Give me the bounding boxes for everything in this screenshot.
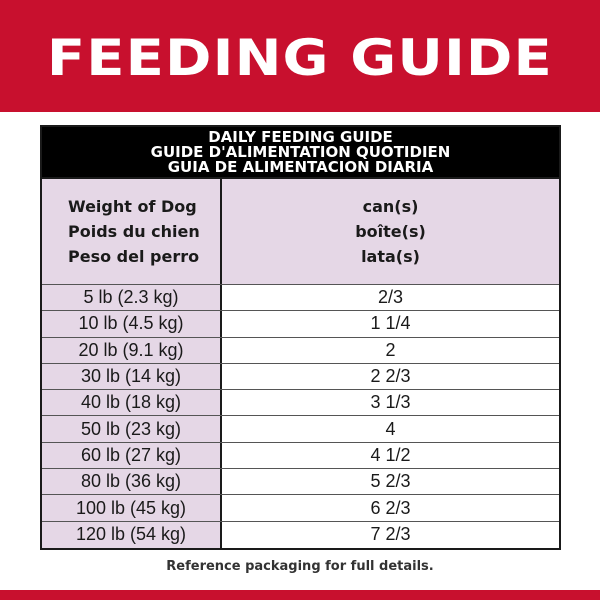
amount-cell: 6 2/3 bbox=[222, 495, 559, 521]
bottom-accent-bar bbox=[0, 590, 600, 600]
table-row: 50 lb (23 kg) 4 bbox=[42, 416, 559, 443]
amount-cell: 2 2/3 bbox=[222, 363, 559, 390]
table-row: 30 lb (14 kg) 2 2/3 bbox=[42, 363, 559, 391]
amount-cell: 7 2/3 bbox=[222, 521, 559, 548]
column-header-weight-en: Weight of Dog bbox=[68, 197, 197, 216]
amount-cell: 2/3 bbox=[222, 285, 559, 311]
table-row: 120 lb (54 kg) 7 2/3 bbox=[42, 521, 559, 548]
table-row: 40 lb (18 kg) 3 1/3 bbox=[42, 390, 559, 417]
amount-cell: 2 bbox=[222, 337, 559, 363]
column-header-amount: can(s) boîte(s) lata(s) bbox=[222, 179, 559, 284]
table-row: 20 lb (9.1 kg) 2 bbox=[42, 337, 559, 364]
weight-cell: 10 lb (4.5 kg) bbox=[42, 311, 222, 337]
amount-cell: 4 1/2 bbox=[222, 442, 559, 469]
table-row: 5 lb (2.3 kg) 2/3 bbox=[42, 285, 559, 312]
weight-cell: 60 lb (27 kg) bbox=[42, 442, 222, 469]
table-header-line-en: DAILY FEEDING GUIDE bbox=[208, 127, 393, 146]
column-header-weight-es: Peso del perro bbox=[68, 247, 200, 266]
column-header-amount-en: can(s) bbox=[362, 197, 419, 216]
column-header-amount-fr: boîte(s) bbox=[355, 222, 426, 241]
column-header-weight: Weight of Dog Poids du chien Peso del pe… bbox=[42, 179, 222, 284]
feeding-table: DAILY FEEDING GUIDE GUIDE D'ALIMENTATION… bbox=[40, 125, 561, 550]
table-row: 100 lb (45 kg) 6 2/3 bbox=[42, 495, 559, 522]
weight-cell: 5 lb (2.3 kg) bbox=[42, 285, 222, 311]
table-row: 10 lb (4.5 kg) 1 1/4 bbox=[42, 311, 559, 338]
column-headers: Weight of Dog Poids du chien Peso del pe… bbox=[42, 179, 559, 285]
weight-cell: 30 lb (14 kg) bbox=[42, 363, 222, 390]
table-body: 5 lb (2.3 kg) 2/3 10 lb (4.5 kg) 1 1/4 2… bbox=[42, 285, 559, 548]
column-header-amount-es: lata(s) bbox=[361, 247, 420, 266]
page-title: FEEDING GUIDE bbox=[47, 29, 553, 87]
weight-cell: 100 lb (45 kg) bbox=[42, 495, 222, 521]
weight-cell: 20 lb (9.1 kg) bbox=[42, 337, 222, 363]
table-row: 60 lb (27 kg) 4 1/2 bbox=[42, 442, 559, 470]
weight-cell: 80 lb (36 kg) bbox=[42, 469, 222, 495]
weight-cell: 50 lb (23 kg) bbox=[42, 416, 222, 442]
weight-cell: 40 lb (18 kg) bbox=[42, 390, 222, 416]
table-header-line-es: GUIA DE ALIMENTACION DIARIA bbox=[167, 157, 434, 176]
weight-cell: 120 lb (54 kg) bbox=[42, 521, 222, 548]
title-banner: FEEDING GUIDE bbox=[0, 0, 600, 112]
table-header-line-fr: GUIDE D'ALIMENTATION QUOTIDIEN bbox=[150, 142, 451, 161]
table-header: DAILY FEEDING GUIDE GUIDE D'ALIMENTATION… bbox=[42, 127, 559, 179]
amount-cell: 3 1/3 bbox=[222, 390, 559, 416]
table-row: 80 lb (36 kg) 5 2/3 bbox=[42, 469, 559, 496]
column-header-weight-fr: Poids du chien bbox=[68, 222, 200, 241]
amount-cell: 4 bbox=[222, 416, 559, 442]
amount-cell: 1 1/4 bbox=[222, 311, 559, 337]
amount-cell: 5 2/3 bbox=[222, 469, 559, 495]
footnote: Reference packaging for full details. bbox=[166, 559, 434, 574]
